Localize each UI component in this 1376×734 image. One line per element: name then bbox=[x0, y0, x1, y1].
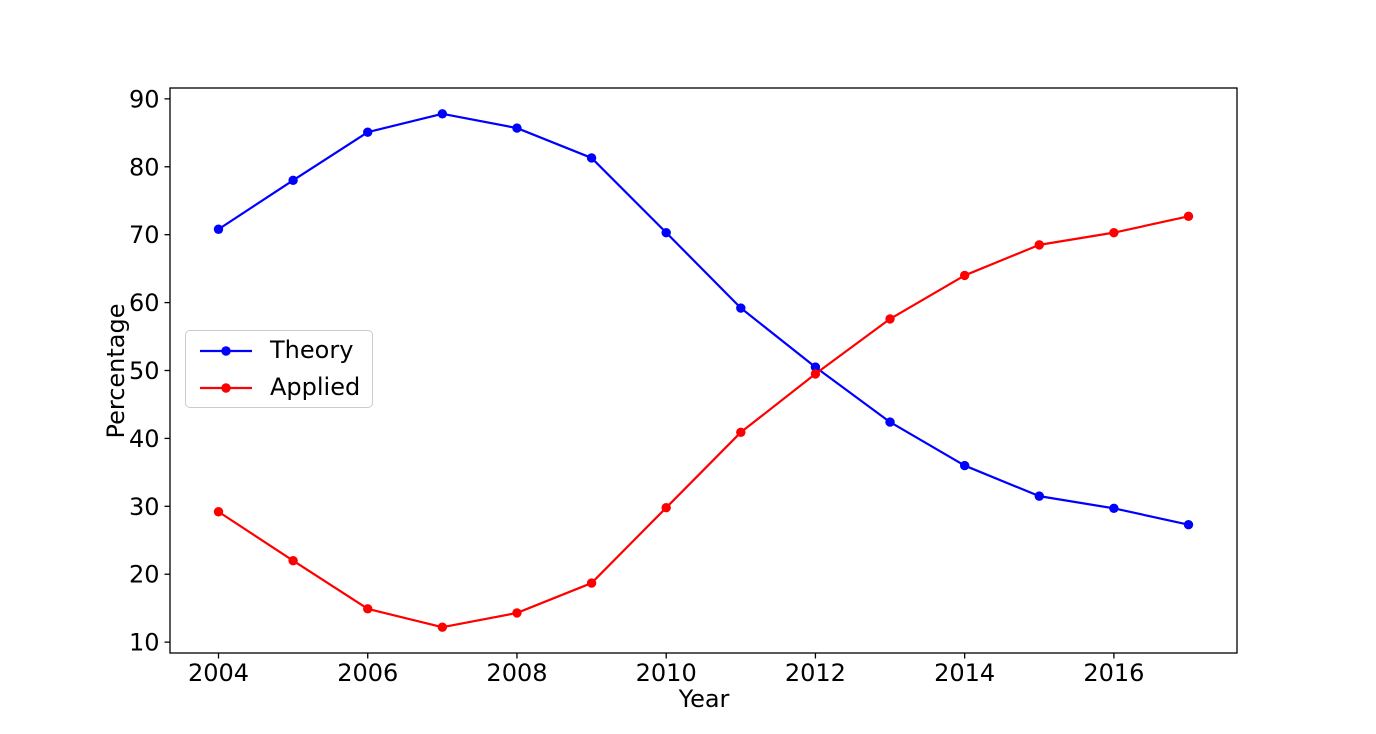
x-tick-label: 2010 bbox=[636, 659, 697, 687]
data-point-marker bbox=[661, 502, 671, 513]
data-point-marker bbox=[363, 604, 373, 614]
data-point-marker bbox=[1034, 491, 1044, 501]
data-point-marker bbox=[1109, 503, 1119, 514]
theory-line-marker-icon bbox=[200, 345, 252, 356]
data-point-marker bbox=[586, 153, 597, 163]
data-point-marker bbox=[437, 622, 448, 632]
x-tick-label: 2012 bbox=[785, 659, 846, 687]
data-point-marker bbox=[586, 578, 597, 588]
x-axis-title: Year bbox=[678, 685, 730, 713]
data-point-marker bbox=[288, 555, 298, 566]
data-point-marker bbox=[959, 270, 970, 281]
data-point-marker bbox=[810, 362, 821, 372]
legend-label-applied: Applied bbox=[270, 372, 361, 401]
data-point-marker bbox=[885, 417, 895, 427]
legend-item-theory: Theory bbox=[199, 332, 372, 369]
data-point-marker bbox=[512, 123, 522, 133]
data-point-marker bbox=[1109, 227, 1119, 238]
y-tick-label: 70 bbox=[129, 221, 160, 249]
data-point-marker bbox=[810, 369, 821, 379]
legend: Theory Applied bbox=[185, 330, 373, 408]
y-tick-label: 90 bbox=[129, 85, 160, 113]
legend-item-applied: Applied bbox=[199, 369, 372, 406]
legend-label-theory: Theory bbox=[270, 335, 354, 364]
series-theory bbox=[213, 109, 1194, 530]
y-tick-label: 20 bbox=[129, 561, 160, 589]
data-point-marker bbox=[1183, 211, 1194, 222]
x-tick-label: 2008 bbox=[486, 659, 547, 687]
y-tick-label: 40 bbox=[129, 425, 160, 453]
y-tick-label: 30 bbox=[129, 493, 160, 521]
y-tick-label: 50 bbox=[129, 357, 160, 385]
y-tick-label: 60 bbox=[129, 289, 160, 317]
x-tick-label: 2016 bbox=[1083, 659, 1144, 687]
y-axis: 10 20 30 40 50 60 70 80 90 bbox=[129, 85, 170, 657]
data-point-marker bbox=[885, 314, 895, 324]
data-point-marker bbox=[437, 109, 448, 119]
y-axis-title: Percentage bbox=[102, 303, 130, 439]
data-point-marker bbox=[661, 227, 671, 238]
data-point-marker bbox=[959, 460, 970, 471]
data-point-marker bbox=[363, 127, 373, 137]
data-point-marker bbox=[213, 224, 224, 234]
y-tick-label: 80 bbox=[129, 153, 160, 181]
applied-line-marker-icon bbox=[200, 382, 252, 393]
series-line bbox=[217, 215, 1189, 629]
data-point-marker bbox=[736, 303, 746, 313]
y-tick-label: 10 bbox=[129, 629, 160, 657]
data-point-marker bbox=[512, 608, 522, 618]
data-point-marker bbox=[1183, 519, 1194, 530]
series-line bbox=[217, 112, 1189, 526]
data-point-marker bbox=[213, 507, 224, 517]
x-tick-label: 2014 bbox=[934, 659, 995, 687]
data-point-marker bbox=[288, 175, 298, 186]
data-point-marker bbox=[1034, 240, 1044, 250]
series-applied bbox=[213, 211, 1194, 632]
x-tick-label: 2006 bbox=[337, 659, 398, 687]
data-point-marker bbox=[736, 427, 746, 437]
x-tick-label: 2004 bbox=[188, 659, 249, 687]
x-axis: 2004 2006 2008 2010 2012 2014 2016 bbox=[188, 653, 1144, 687]
